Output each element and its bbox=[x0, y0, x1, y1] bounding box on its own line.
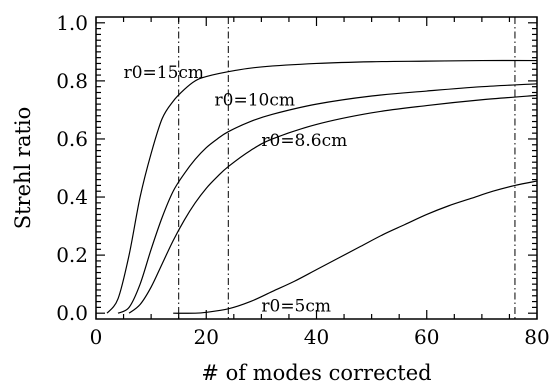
y-tick-label: 0.6 bbox=[56, 127, 88, 151]
y-tick-label: 0.0 bbox=[56, 301, 88, 325]
series-line-0 bbox=[106, 59, 538, 314]
x-tick-label: 40 bbox=[304, 325, 329, 349]
series-line-1 bbox=[117, 83, 538, 314]
series-labels: r0=15cm r0=10cm r0=8.6cm r0=5cm bbox=[124, 63, 348, 317]
y-axis-label: Strehl ratio bbox=[11, 107, 35, 230]
series-label-1: r0=10cm bbox=[215, 91, 295, 111]
series-label-2: r0=8.6cm bbox=[261, 131, 347, 151]
y-tick-label: 0.8 bbox=[56, 69, 88, 93]
series-line-2 bbox=[128, 94, 538, 314]
y-axis-ticks: 0.0 0.2 0.4 0.6 0.8 1.0 bbox=[56, 11, 537, 325]
x-axis-ticks: 0 20 40 60 80 bbox=[90, 17, 550, 349]
x-tick-label: 0 bbox=[90, 325, 103, 349]
y-tick-label: 1.0 bbox=[56, 11, 88, 35]
series-line-3 bbox=[173, 180, 538, 314]
vertical-lines-layer bbox=[178, 17, 516, 319]
x-axis-label: # of modes corrected bbox=[201, 361, 431, 385]
series-label-3: r0=5cm bbox=[261, 297, 331, 317]
x-tick-label: 80 bbox=[524, 325, 549, 349]
x-tick-label: 20 bbox=[194, 325, 219, 349]
y-tick-label: 0.2 bbox=[56, 243, 88, 267]
series-label-0: r0=15cm bbox=[124, 63, 204, 83]
x-tick-label: 60 bbox=[414, 325, 439, 349]
y-tick-label: 0.4 bbox=[56, 185, 88, 209]
curves-layer bbox=[106, 59, 538, 314]
